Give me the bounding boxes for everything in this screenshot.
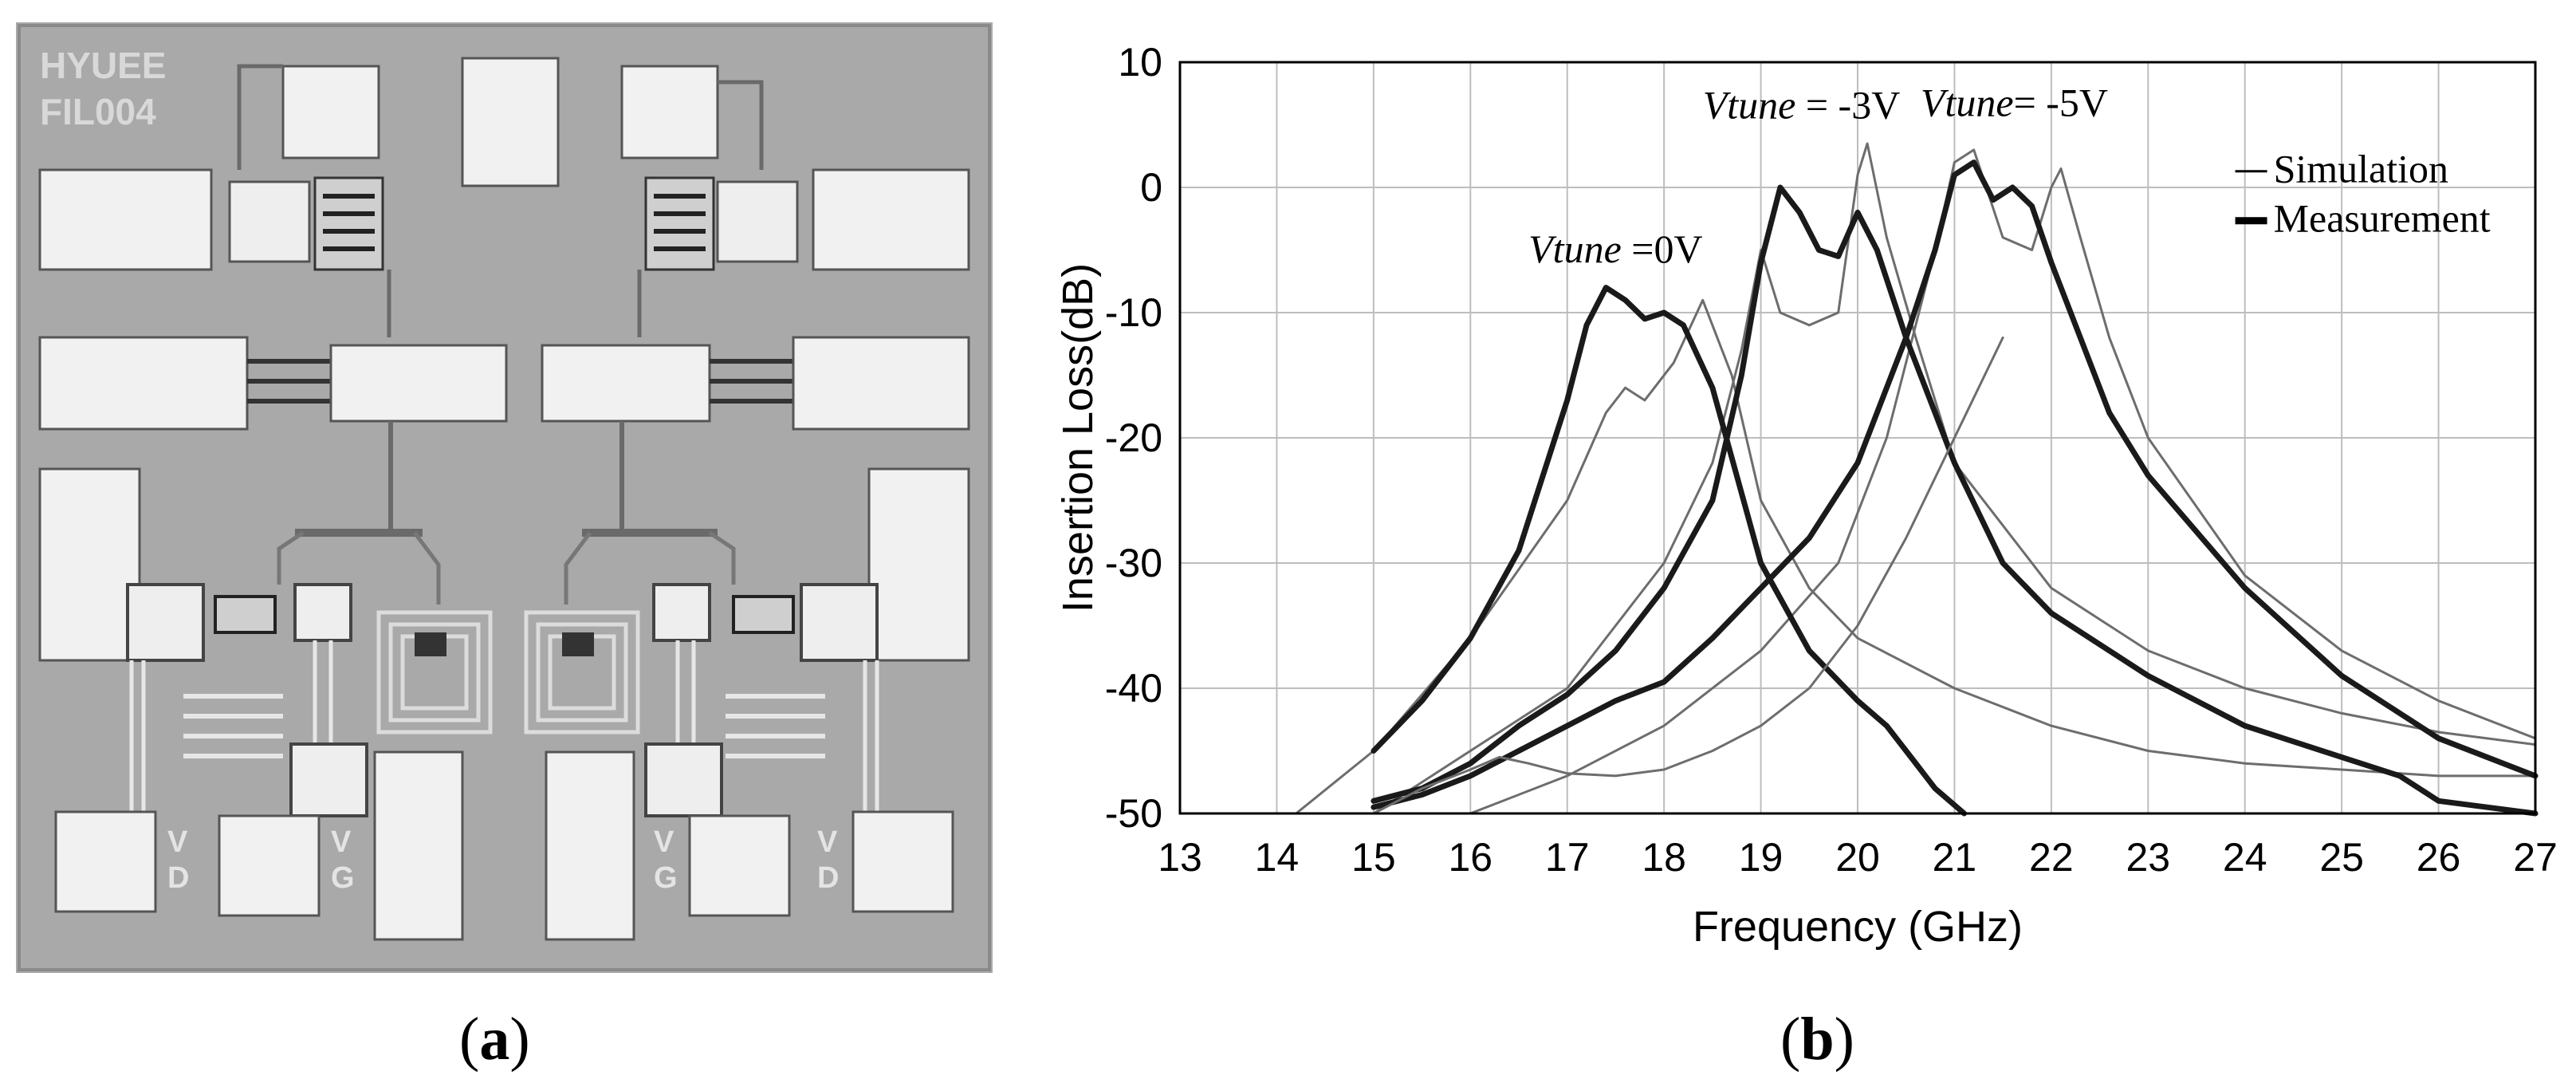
pad-letter: V xyxy=(331,825,352,859)
pad-top-1 xyxy=(281,65,380,160)
x-tick-label: 22 xyxy=(2029,835,2074,880)
chip-micrograph: HYUEE FIL004 xyxy=(16,22,993,973)
pad-top-3 xyxy=(620,65,719,160)
x-tick-label: 20 xyxy=(1835,835,1880,880)
pad-mid-center-left xyxy=(329,344,508,423)
pad-bias-2 xyxy=(218,814,321,917)
inductor-left xyxy=(376,610,493,735)
series-line-sim-2 xyxy=(1372,142,2537,815)
panel-label-a: a xyxy=(479,1006,510,1073)
x-tick-label: 15 xyxy=(1351,835,1396,880)
pad-lower-left xyxy=(38,467,141,662)
x-tick-label: 13 xyxy=(1158,835,1202,880)
series-line-meas-7 xyxy=(1372,336,2004,815)
panel-caption-a: (a) xyxy=(459,1006,530,1073)
legend: Simulation Measurement xyxy=(2235,147,2491,241)
x-tick-label: 16 xyxy=(1448,835,1493,880)
chip-image: HYUEE FIL004 xyxy=(16,22,993,973)
panel-caption-b: (b) xyxy=(1780,1006,1854,1073)
pad-letter: G xyxy=(654,861,678,895)
x-axis-label: Frequency (GHz) xyxy=(1693,903,2023,951)
vtune-annotation: Vtune =0V xyxy=(1528,226,1702,271)
legend-label: Simulation xyxy=(2274,147,2448,191)
x-tick-label: 17 xyxy=(1545,835,1590,880)
y-tick-label: -20 xyxy=(1105,416,1162,460)
series-line-sim-3 xyxy=(1469,148,2537,815)
x-tick-label: 27 xyxy=(2513,835,2558,880)
pad-upper-right xyxy=(812,168,970,271)
pad-letter: D xyxy=(817,861,839,895)
insertion-loss-chart: 13 14 15 16 17 18 19 20 21 22 23 24 25 26 27 10 0 -10 -20 -… xyxy=(1036,16,2576,981)
pad-upper-left xyxy=(38,168,213,271)
y-tick-label: -40 xyxy=(1105,666,1162,711)
series-layer xyxy=(1295,142,2539,817)
series-line-sim-1 xyxy=(1295,298,2537,815)
capacitor-comb-left xyxy=(183,694,283,758)
x-tick-label: 26 xyxy=(2417,835,2461,880)
varactor-upper-right xyxy=(644,176,715,271)
pad-mid-center-right xyxy=(541,344,711,423)
pad-letter: V xyxy=(817,825,838,859)
x-tick-label: 24 xyxy=(2223,835,2267,880)
pad-letter: G xyxy=(331,861,355,895)
chip-marking-line1: HYUEE xyxy=(40,45,166,86)
y-tick-label: 0 xyxy=(1140,165,1162,210)
pad-bias-1 xyxy=(54,810,157,913)
y-tick-label: -10 xyxy=(1105,290,1162,335)
x-tick-label: 14 xyxy=(1255,835,1300,880)
pad-mid-right xyxy=(792,336,970,431)
series-line-meas-5 xyxy=(1371,184,2539,817)
series-line-meas-4 xyxy=(1371,285,1968,817)
y-tick-label: -50 xyxy=(1105,791,1162,836)
pad-lower-right xyxy=(867,467,970,662)
y-tick-label: -30 xyxy=(1105,541,1162,585)
varactor-upper-left xyxy=(313,176,384,271)
chip-marking-line2: FIL004 xyxy=(40,91,156,132)
plot-frame xyxy=(1178,61,2537,815)
pad-mid-left xyxy=(38,336,249,431)
pad-bias-4 xyxy=(851,810,954,913)
x-tick-label: 23 xyxy=(2126,835,2170,880)
pad-letter: V xyxy=(654,825,674,859)
pad-top-2 xyxy=(461,57,560,187)
legend-label: Measurement xyxy=(2274,196,2491,241)
capacitor-comb-right xyxy=(726,694,825,758)
series-line-meas-6 xyxy=(1371,160,2539,810)
pad-bottom-center-left xyxy=(373,750,464,941)
pad-bias-3 xyxy=(688,814,791,917)
y-tick-label: 10 xyxy=(1118,40,1162,85)
chart-svg: 13 14 15 16 17 18 19 20 21 22 23 24 25 26 27 10 0 -10 -20 -… xyxy=(1054,40,2558,951)
pad-letter: V xyxy=(167,825,188,859)
x-tick-label: 25 xyxy=(2319,835,2364,880)
tick-labels: 13 14 15 16 17 18 19 20 21 22 23 24 25 26 27 10 0 -10 -20 -… xyxy=(1105,40,2558,880)
x-tick-label: 21 xyxy=(1933,835,1977,880)
x-tick-label: 18 xyxy=(1642,835,1686,880)
inductor-right xyxy=(524,610,640,735)
y-axis-label: Insertion Loss(dB) xyxy=(1054,263,1102,612)
x-tick-label: 19 xyxy=(1739,835,1784,880)
vtune-annotation: Vtune = -3V xyxy=(1703,83,1901,128)
annotations: Vtune =0V Vtune = -3V Vtune= -5V xyxy=(1528,81,2108,272)
pad-bottom-center-right xyxy=(545,750,635,941)
panel-label-b: b xyxy=(1800,1006,1835,1073)
vtune-annotation: Vtune= -5V xyxy=(1921,81,2108,125)
chip-border xyxy=(18,24,991,971)
pad-letter: D xyxy=(167,861,189,895)
